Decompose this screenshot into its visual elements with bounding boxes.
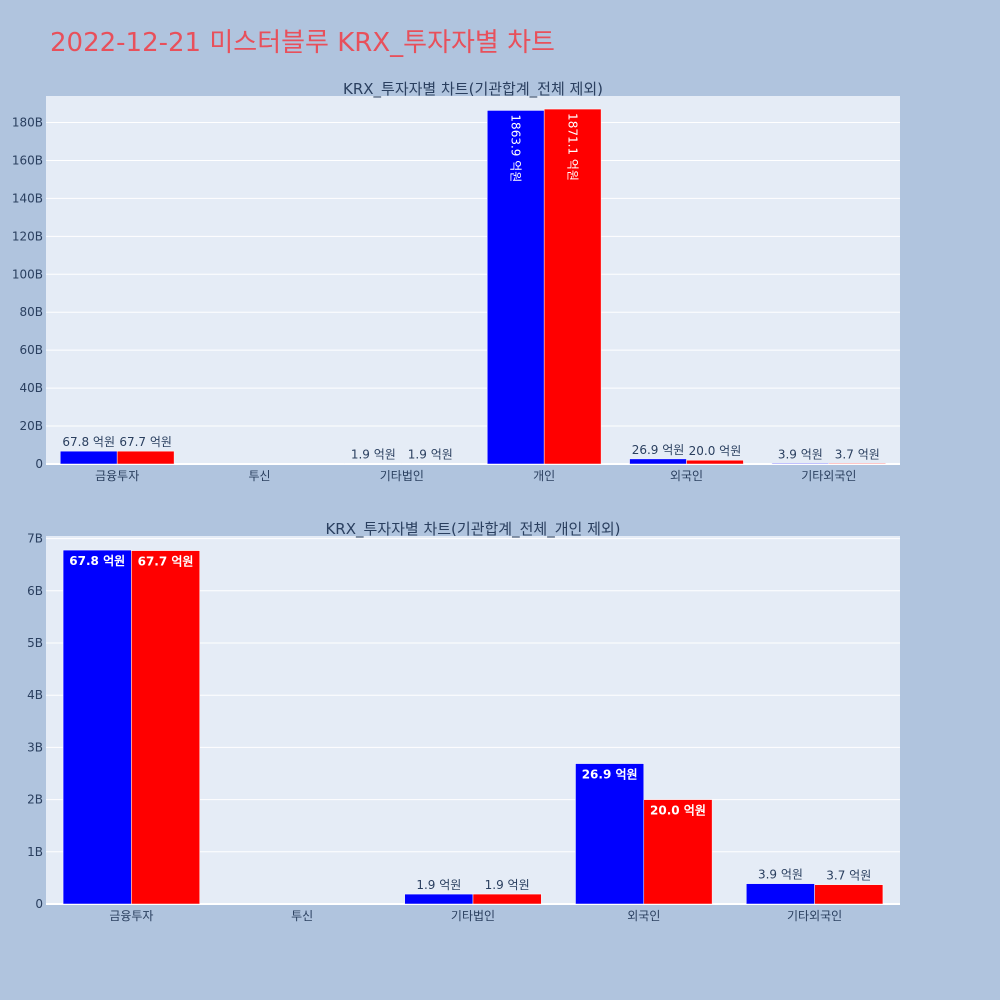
data-label: 3.7 억원 — [835, 447, 880, 461]
y-tick-label: 5B — [27, 636, 43, 650]
bar — [404, 893, 474, 905]
bar — [814, 884, 884, 905]
bar — [62, 549, 132, 905]
y-tick-label: 7B — [27, 532, 43, 546]
y-tick-label: 6B — [27, 584, 43, 598]
chart-title: KRX_투자자별 차트(기관합계_전체_개인 제외) — [325, 520, 620, 539]
bar — [543, 108, 602, 465]
data-label: 67.7 억원 — [119, 435, 172, 449]
data-label: 3.7 억원 — [826, 869, 871, 883]
y-tick-label: 40B — [19, 381, 43, 395]
page-title: 2022-12-21 미스터블루 KRX_투자자별 차트 — [50, 28, 555, 58]
data-label: 3.9 억원 — [778, 447, 823, 461]
x-tick-label: 외국인 — [627, 909, 660, 923]
x-tick-label: 금융투자 — [95, 469, 139, 483]
bar — [746, 883, 815, 905]
data-label: 1863.9 억원 — [509, 114, 523, 182]
data-label: 1.9 억원 — [351, 448, 396, 462]
y-tick-label: 3B — [27, 740, 43, 754]
data-label: 1.9 억원 — [416, 878, 461, 892]
x-tick-label: 투신 — [248, 469, 270, 483]
x-tick-label: 개인 — [533, 469, 555, 483]
data-label: 20.0 억원 — [689, 444, 742, 458]
plot-area — [46, 96, 900, 464]
y-tick-label: 100B — [12, 267, 43, 281]
data-label: 67.8 억원 — [69, 554, 125, 568]
x-tick-label: 금융투자 — [109, 909, 153, 923]
data-label: 20.0 억원 — [650, 804, 706, 818]
chart-title: KRX_투자자별 차트(기관합계_전체 제외) — [343, 80, 603, 99]
data-label: 26.9 억원 — [632, 443, 685, 457]
bar — [686, 459, 744, 465]
chart-top: KRX_투자자별 차트(기관합계_전체 제외) 0 20B 40B 60B 80B 100B… — [12, 80, 900, 483]
y-tick-label: 120B — [12, 229, 43, 243]
x-tick-label: 기타법인 — [380, 469, 424, 483]
x-tick-label: 기타외국인 — [787, 909, 842, 923]
x-tick-label: 외국인 — [670, 469, 703, 483]
bar — [643, 799, 713, 905]
y-tick-label: 20B — [19, 419, 43, 433]
y-tick-label: 160B — [12, 153, 43, 167]
data-label: 1871.1 억원 — [566, 113, 580, 181]
data-label: 67.7 억원 — [138, 555, 194, 569]
data-label: 3.9 억원 — [758, 868, 803, 882]
data-label: 26.9 억원 — [582, 768, 638, 782]
x-tick-label: 기타법인 — [451, 909, 495, 923]
bar — [131, 550, 200, 905]
y-tick-label: 0 — [35, 457, 43, 471]
y-tick-label: 4B — [27, 688, 43, 702]
data-label: 1.9 억원 — [408, 448, 453, 462]
y-tick-label: 140B — [12, 191, 43, 205]
bar — [116, 450, 175, 465]
data-label: 67.8 억원 — [62, 435, 115, 449]
y-tick-label: 2B — [27, 793, 43, 807]
bar — [828, 463, 887, 465]
bar — [472, 893, 542, 905]
y-tick-label: 180B — [12, 116, 43, 130]
x-tick-label: 기타외국인 — [801, 469, 856, 483]
y-tick-label: 80B — [19, 305, 43, 319]
y-tick-label: 1B — [27, 845, 43, 859]
bar — [486, 110, 545, 465]
data-label: 1.9 억원 — [485, 878, 530, 892]
x-tick-label: 투신 — [291, 909, 313, 923]
y-tick-label: 0 — [35, 897, 43, 911]
bar — [575, 763, 645, 905]
y-tick-label: 60B — [19, 343, 43, 357]
